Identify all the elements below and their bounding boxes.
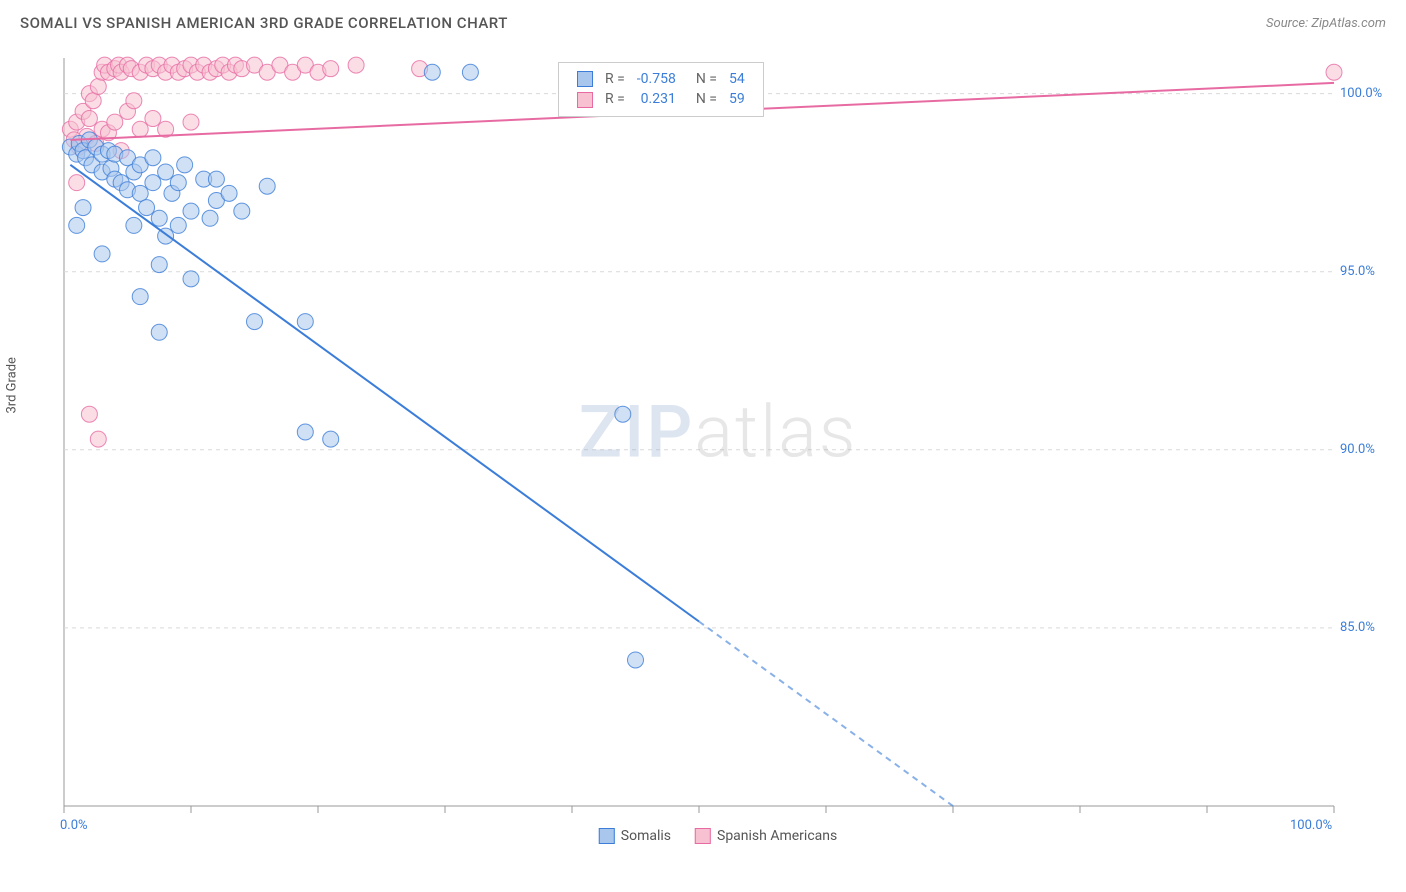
axis-tick-label: 0.0% bbox=[60, 818, 88, 833]
legend-item-blue: Somalis bbox=[599, 828, 671, 844]
legend-item-pink: Spanish Americans bbox=[695, 828, 837, 844]
stats-row-blue: R = -0.758 N = 54 bbox=[571, 69, 751, 89]
axis-tick-label: 100.0% bbox=[1340, 86, 1382, 101]
swatch-blue bbox=[577, 71, 593, 87]
n-label-2: N = bbox=[682, 89, 723, 109]
source-label: Source: ZipAtlas.com bbox=[1266, 16, 1386, 31]
chart-title: SOMALI VS SPANISH AMERICAN 3RD GRADE COR… bbox=[20, 14, 508, 32]
chart-svg bbox=[50, 48, 1386, 848]
legend-label-blue: Somalis bbox=[621, 828, 671, 844]
axis-tick-label: 90.0% bbox=[1340, 442, 1375, 457]
swatch-pink bbox=[577, 92, 593, 108]
r-value-1: -0.758 bbox=[631, 69, 682, 89]
stats-legend-box: R = -0.758 N = 54 R = 0.231 N = 59 bbox=[558, 62, 764, 117]
stats-row-pink: R = 0.231 N = 59 bbox=[571, 89, 751, 109]
r-value-2: 0.231 bbox=[631, 89, 682, 109]
legend-label-pink: Spanish Americans bbox=[717, 828, 837, 844]
y-axis-label: 3rd Grade bbox=[5, 357, 20, 413]
r-label-2: R = bbox=[599, 89, 631, 109]
bottom-legend: Somalis Spanish Americans bbox=[599, 828, 837, 844]
n-label-1: N = bbox=[682, 69, 723, 89]
axis-tick-label: 100.0% bbox=[1290, 818, 1332, 833]
axis-tick-label: 95.0% bbox=[1340, 264, 1375, 279]
r-label-1: R = bbox=[599, 69, 631, 89]
axis-tick-label: 85.0% bbox=[1340, 620, 1375, 635]
swatch-pink-bottom bbox=[695, 828, 711, 844]
swatch-blue-bottom bbox=[599, 828, 615, 844]
chart-area: ZIPatlas R = -0.758 N = 54 R = 0.231 N =… bbox=[50, 48, 1386, 848]
n-value-1: 54 bbox=[723, 69, 751, 89]
n-value-2: 59 bbox=[723, 89, 751, 109]
